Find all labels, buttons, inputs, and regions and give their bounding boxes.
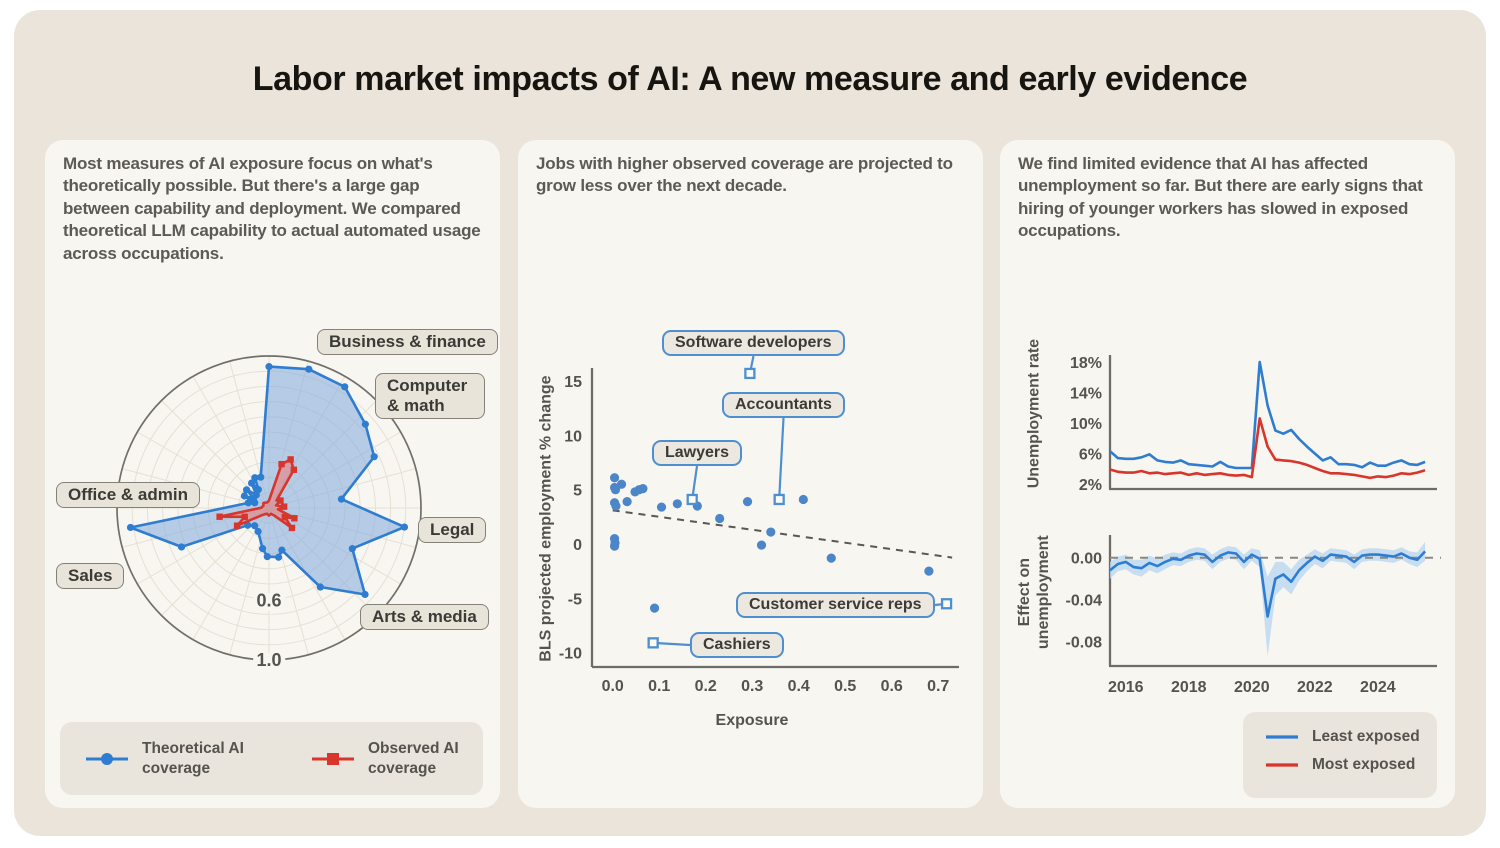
- svg-text:2016: 2016: [1108, 679, 1144, 696]
- panel-scatter: Jobs with higher observed coverage are p…: [518, 140, 983, 808]
- radar-label-arts-media: Arts & media: [360, 604, 489, 631]
- anno-accountants: Accountants: [722, 392, 845, 418]
- svg-text:-0.08: -0.08: [1066, 635, 1103, 652]
- panel-coverage: Most measures of AI exposure focus on wh…: [45, 140, 500, 808]
- infographic-card: Labor market impacts of AI: A new measur…: [14, 10, 1486, 836]
- panel-coverage-text: Most measures of AI exposure focus on wh…: [63, 154, 481, 263]
- svg-text:2018: 2018: [1171, 679, 1207, 696]
- effect-y-axis-title: Effect on unemployment: [1015, 535, 1052, 650]
- anno-software-developers: Software developers: [662, 330, 845, 356]
- svg-text:14%: 14%: [1070, 386, 1102, 403]
- scatter-chart: 15 10 5 0 -5 -10 0.0 0.1 0.2 0.3 0.4 0.5 0.6 0.7: [559, 355, 959, 695]
- svg-text:0.3: 0.3: [741, 678, 763, 695]
- unemployment-y-axis-title: Unemployment rate: [1025, 338, 1043, 489]
- line-charts-canvas: 18% 14% 10% 6% 2% 0.00 -0.04 -0.08 2016 2018 2020 2…: [1066, 355, 1441, 696]
- radar-chart: 0.6 1.0: [116, 355, 422, 675]
- page-title: Labor market impacts of AI: A new measur…: [252, 60, 1248, 98]
- radar-label-computer-math: Computer & math: [375, 373, 485, 420]
- most-exposed-line-icon: [1266, 763, 1298, 767]
- svg-text:0.2: 0.2: [695, 678, 717, 695]
- svg-text:18%: 18%: [1070, 355, 1102, 372]
- svg-text:2024: 2024: [1360, 679, 1396, 696]
- panel-scatter-text: Jobs with higher observed coverage are p…: [536, 154, 953, 196]
- radar-label-office-admin: Office & admin: [56, 482, 200, 509]
- svg-text:10: 10: [564, 428, 582, 445]
- scatter-y-axis-title: BLS projected employment % change: [537, 375, 555, 662]
- legend-item-least-exposed: Least exposed: [1265, 728, 1437, 746]
- legend-label-least-exposed: Least exposed: [1312, 728, 1420, 745]
- svg-text:0.1: 0.1: [648, 678, 670, 695]
- svg-text:-0.04: -0.04: [1066, 593, 1103, 610]
- svg-text:-5: -5: [568, 591, 582, 608]
- radar-label-legal: Legal: [418, 517, 487, 544]
- lines-legend: Least exposed Most exposed: [1243, 712, 1437, 798]
- svg-text:0.7: 0.7: [927, 678, 949, 695]
- svg-text:5: 5: [573, 483, 582, 500]
- anno-customer-service-reps: Customer service reps: [736, 592, 935, 618]
- radar-label-sales: Sales: [56, 563, 125, 590]
- observed-ai-marker-icon: [312, 752, 354, 765]
- svg-text:1.0: 1.0: [256, 650, 281, 670]
- svg-text:2022: 2022: [1297, 679, 1333, 696]
- legend-item-observed: Observed AI coverage: [310, 739, 468, 778]
- svg-text:0: 0: [573, 537, 582, 554]
- radar-legend: Theoretical AI coverage Observed AI cove…: [60, 722, 483, 795]
- svg-text:-10: -10: [559, 646, 582, 663]
- panel-lines: We find limited evidence that AI has aff…: [1000, 140, 1455, 808]
- svg-text:2020: 2020: [1234, 679, 1270, 696]
- legend-label-theoretical: Theoretical AI coverage: [142, 740, 244, 777]
- svg-text:0.6: 0.6: [881, 678, 903, 695]
- svg-text:0.00: 0.00: [1071, 551, 1102, 568]
- svg-text:0.6: 0.6: [256, 591, 281, 611]
- svg-text:0.4: 0.4: [788, 678, 810, 695]
- scatter-x-axis-title: Exposure: [715, 712, 789, 729]
- panel-lines-text: We find limited evidence that AI has aff…: [1018, 154, 1423, 241]
- svg-text:10%: 10%: [1070, 416, 1102, 433]
- legend-label-most-exposed: Most exposed: [1312, 756, 1416, 773]
- radar-label-business-finance: Business & finance: [317, 329, 498, 356]
- svg-text:0.0: 0.0: [602, 678, 624, 695]
- svg-text:15: 15: [564, 374, 582, 391]
- svg-text:6%: 6%: [1079, 447, 1102, 464]
- theoretical-ai-marker-icon: [86, 752, 128, 765]
- anno-cashiers: Cashiers: [690, 632, 784, 658]
- legend-item-most-exposed: Most exposed: [1265, 756, 1437, 774]
- least-exposed-line-icon: [1266, 735, 1298, 739]
- svg-text:2%: 2%: [1079, 477, 1102, 494]
- legend-item-theoretical: Theoretical AI coverage: [84, 739, 252, 778]
- svg-text:0.5: 0.5: [834, 678, 856, 695]
- legend-label-observed: Observed AI coverage: [368, 740, 459, 777]
- anno-lawyers: Lawyers: [652, 440, 743, 466]
